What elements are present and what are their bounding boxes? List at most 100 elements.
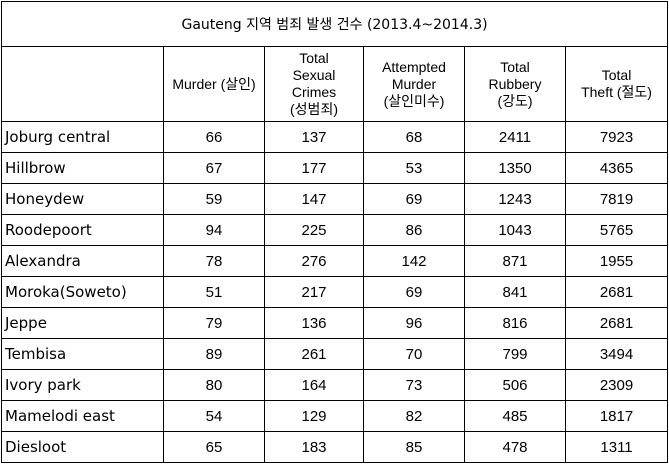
robbery-cell: 506	[464, 369, 566, 401]
sexual-cell: 177	[264, 152, 364, 184]
sexual-cell: 147	[264, 183, 364, 215]
table-row: Diesloot 65 183 85 478 1311	[1, 431, 669, 463]
header-attempted: Attempted Murder (살인미수)	[363, 46, 465, 122]
header-row: Murder (살인) Total Sexual Crimes (성범죄) Attempt…	[1, 46, 669, 122]
attempted-cell: 85	[363, 431, 465, 463]
theft-cell: 7819	[564, 183, 669, 215]
area-cell: Alexandra	[1, 245, 164, 277]
robbery-cell: 1243	[464, 183, 566, 215]
header-sexual: Total Sexual Crimes (성범죄)	[264, 46, 364, 122]
murder-cell: 94	[163, 214, 265, 246]
table-row: Honeydew 59 147 69 1243 7819	[1, 183, 669, 215]
table-title: Gauteng 지역 범죄 발생 건수 (2013.4~2014.3)	[0, 1, 669, 47]
attempted-cell: 53	[363, 152, 465, 184]
sexual-cell: 136	[264, 307, 364, 339]
table-row: Joburg central 66 137 68 2411 7923	[1, 121, 669, 153]
header-line: Attempted	[382, 58, 446, 75]
robbery-cell: 871	[464, 245, 566, 277]
sexual-cell: 137	[264, 121, 364, 153]
header-line: Murder	[391, 75, 437, 92]
attempted-cell: 96	[363, 307, 465, 339]
theft-cell: 2681	[564, 276, 669, 308]
sexual-cell: 164	[264, 369, 364, 401]
robbery-cell: 799	[464, 338, 566, 370]
theft-cell: 5765	[564, 214, 669, 246]
sexual-cell: 183	[264, 431, 364, 463]
header-line: Crimes	[291, 84, 337, 100]
attempted-cell: 69	[363, 183, 465, 215]
theft-cell: 1955	[564, 245, 669, 277]
header-line: (강도)	[497, 92, 533, 109]
header-line: Total	[299, 50, 329, 66]
area-cell: Tembisa	[1, 338, 164, 370]
table-row: Alexandra 78 276 142 871 1955	[1, 245, 669, 277]
area-cell: Honeydew	[1, 183, 164, 215]
theft-cell: 1817	[564, 400, 669, 432]
murder-cell: 67	[163, 152, 265, 184]
header-line: (살인미수)	[383, 92, 445, 109]
header-line: Total	[500, 58, 530, 75]
header-robbery: Total Rubbery (강도)	[464, 46, 566, 122]
area-cell: Jeppe	[1, 307, 164, 339]
area-cell: Ivory park	[1, 369, 164, 401]
murder-cell: 51	[163, 276, 265, 308]
area-cell: Hillbrow	[1, 152, 164, 184]
table-row: Mamelodi east 54 129 82 485 1817	[1, 400, 669, 432]
murder-cell: 65	[163, 431, 265, 463]
area-cell: Diesloot	[1, 431, 164, 463]
table-row: Roodepoort 94 225 86 1043 5765	[1, 214, 669, 246]
murder-cell: 89	[163, 338, 265, 370]
robbery-cell: 478	[464, 431, 566, 463]
theft-cell: 2309	[564, 369, 669, 401]
attempted-cell: 68	[363, 121, 465, 153]
header-line: Rubbery	[488, 75, 542, 92]
attempted-cell: 73	[363, 369, 465, 401]
murder-cell: 54	[163, 400, 265, 432]
murder-cell: 79	[163, 307, 265, 339]
area-cell: Roodepoort	[1, 214, 164, 246]
attempted-cell: 86	[363, 214, 465, 246]
murder-cell: 80	[163, 369, 265, 401]
sexual-cell: 217	[264, 276, 364, 308]
header-line: Sexual	[292, 67, 336, 83]
robbery-cell: 841	[464, 276, 566, 308]
theft-cell: 4365	[564, 152, 669, 184]
attempted-cell: 142	[363, 245, 465, 277]
header-area	[1, 46, 164, 122]
theft-cell: 1311	[564, 431, 669, 463]
sexual-cell: 276	[264, 245, 364, 277]
theft-cell: 7923	[564, 121, 669, 153]
table-row: Jeppe 79 136 96 816 2681	[1, 307, 669, 339]
robbery-cell: 1043	[464, 214, 566, 246]
table-row: Hillbrow 67 177 53 1350 4365	[1, 152, 669, 184]
attempted-cell: 82	[363, 400, 465, 432]
header-murder: Murder (살인)	[163, 46, 265, 122]
sexual-cell: 261	[264, 338, 364, 370]
attempted-cell: 70	[363, 338, 465, 370]
table-row: Ivory park 80 164 73 506 2309	[1, 369, 669, 401]
area-cell: Moroka(Soweto)	[1, 276, 164, 308]
title-row: Gauteng 지역 범죄 발생 건수 (2013.4~2014.3)	[0, 1, 669, 47]
murder-cell: 78	[163, 245, 265, 277]
table-row: Moroka(Soweto) 51 217 69 841 2681	[1, 276, 669, 308]
area-cell: Joburg central	[1, 121, 164, 153]
area-cell: Mamelodi east	[1, 400, 164, 432]
sexual-cell: 129	[264, 400, 364, 432]
header-line: Total	[601, 67, 632, 83]
sexual-cell: 225	[264, 214, 364, 246]
robbery-cell: 816	[464, 307, 566, 339]
theft-cell: 2681	[564, 307, 669, 339]
robbery-cell: 2411	[464, 121, 566, 153]
table-row: Tembisa 89 261 70 799 3494	[1, 338, 669, 370]
header-line: Theft (절도)	[581, 84, 652, 100]
header-line: (성범죄)	[290, 101, 338, 117]
attempted-cell: 69	[363, 276, 465, 308]
header-theft: Total Theft (절도)	[564, 46, 669, 122]
theft-cell: 3494	[564, 338, 669, 370]
murder-cell: 59	[163, 183, 265, 215]
robbery-cell: 485	[464, 400, 566, 432]
robbery-cell: 1350	[464, 152, 566, 184]
murder-cell: 66	[163, 121, 265, 153]
